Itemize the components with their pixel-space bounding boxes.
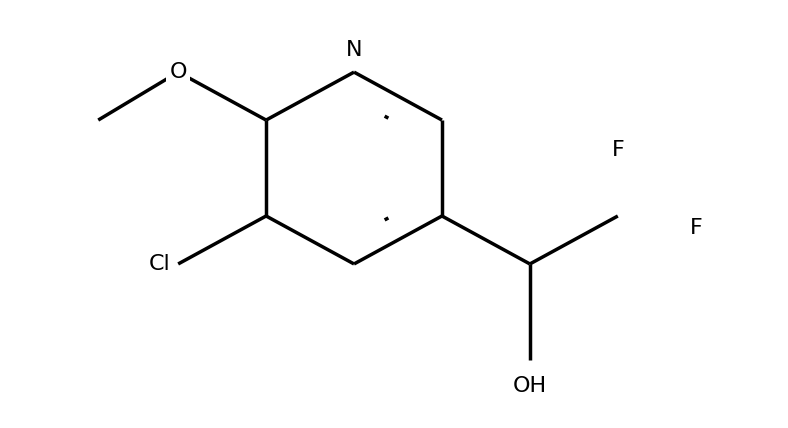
Text: F: F — [690, 218, 703, 238]
Text: Cl: Cl — [148, 254, 170, 274]
Text: F: F — [611, 140, 624, 160]
Text: OH: OH — [513, 376, 547, 396]
Text: N: N — [346, 40, 362, 60]
Text: O: O — [169, 62, 187, 82]
